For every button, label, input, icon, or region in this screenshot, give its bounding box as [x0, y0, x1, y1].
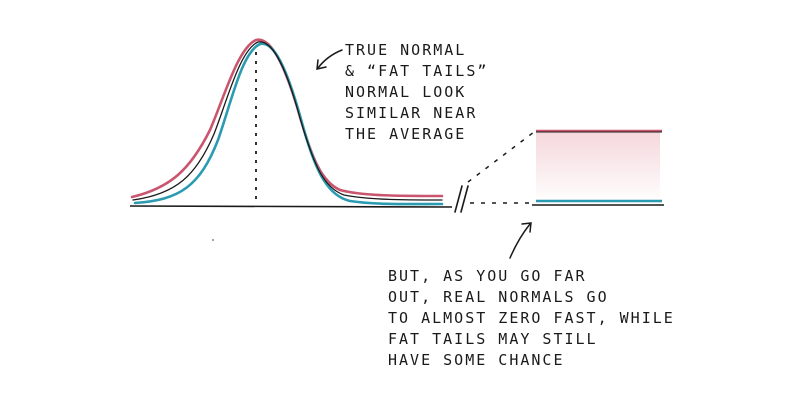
paper-speck — [212, 239, 214, 241]
arrow-to-tail — [509, 223, 531, 259]
arrow-to-peak-head — [316, 59, 327, 70]
baseline-axis — [129, 205, 453, 208]
axis-break-mark — [454, 185, 469, 213]
bottom-annotation-line: to almost zero fast, while — [388, 309, 675, 327]
bottom-annotation-line: fat tails may still — [388, 330, 598, 348]
top-annotation-line: the average — [345, 125, 467, 143]
bottom-annotation: But, as you go far out, real normals go … — [388, 266, 718, 371]
top-annotation-line: similar near — [345, 104, 478, 122]
arrow-to-tail-head — [521, 222, 532, 233]
top-annotation: True normal & “fat tails” normal look si… — [345, 40, 535, 145]
bottom-annotation-line: out, real normals go — [388, 288, 609, 306]
top-annotation-line: True normal — [345, 41, 467, 59]
top-annotation-line: & “fat tails” — [345, 62, 489, 80]
bottom-annotation-line: But, as you go far — [388, 267, 587, 285]
overlay-curve — [132, 41, 443, 201]
dashed-connector-upper — [467, 131, 535, 183]
bottom-annotation-line: have some chance — [388, 351, 565, 369]
top-annotation-line: normal look — [345, 83, 467, 101]
arrow-to-peak — [317, 49, 343, 69]
fat-tail-shading — [536, 132, 660, 200]
